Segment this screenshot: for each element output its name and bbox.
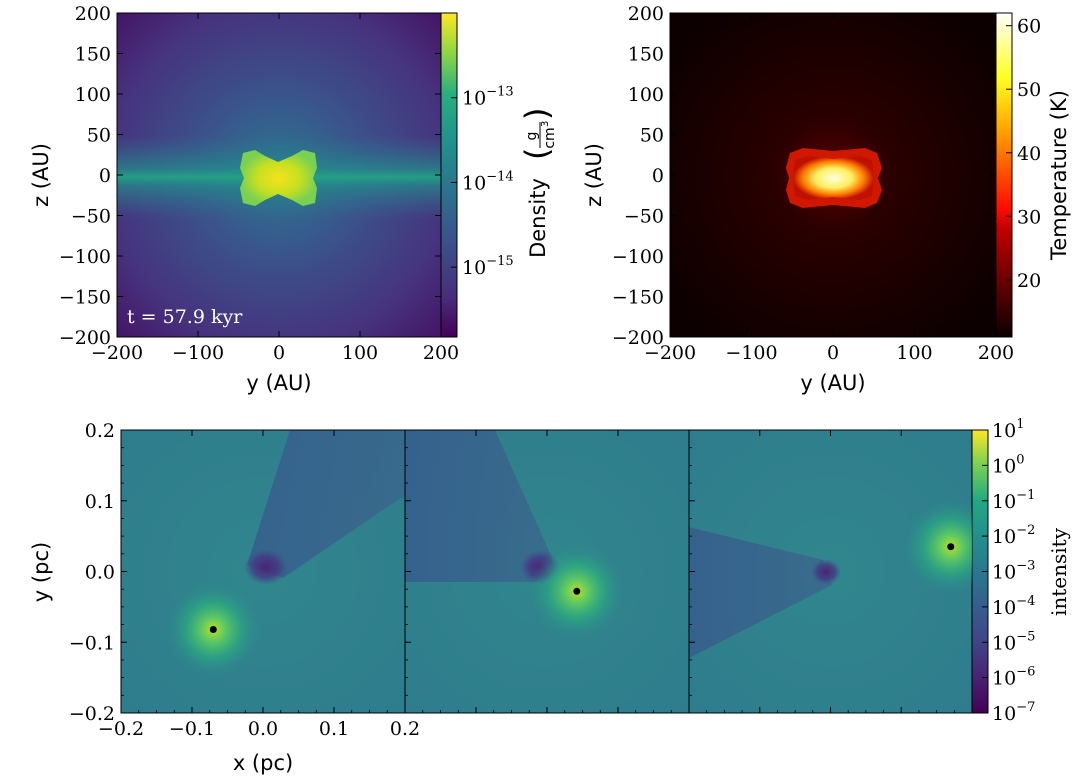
- y-tick-label: 200: [75, 3, 111, 25]
- density-cbar-unit-num: g: [524, 132, 540, 141]
- intensity-cbar-tick-label: 10−2: [992, 523, 1035, 548]
- density-panel: t = 57.9 kyr y (AU) z (AU) Density ( g c…: [29, 12, 558, 395]
- x-tick-label: 200: [978, 342, 1014, 364]
- intensity-ylabel: y (pc): [29, 542, 53, 602]
- source-glow: [902, 498, 972, 595]
- intensity-y-tick-label: 0.0: [85, 562, 115, 584]
- y-tick-label: −100: [612, 246, 664, 268]
- x-tick-label: 0: [827, 342, 839, 364]
- x-tick-label: 0: [273, 342, 285, 364]
- density-ylabel: z (AU): [29, 143, 53, 207]
- temperature-cbar-tick-label: 60: [1017, 16, 1041, 38]
- y-tick-label: −200: [59, 327, 111, 349]
- y-tick-label: −100: [59, 246, 111, 268]
- intensity-cbar-tick-label: 100: [992, 452, 1024, 477]
- y-tick-label: 50: [640, 125, 664, 147]
- intensity-cbar-tick-label: 101: [992, 417, 1024, 442]
- intensity-cbar-tick-label: 10−4: [992, 594, 1035, 619]
- intensity-subplot-1: [121, 430, 405, 713]
- x-tick-label: 100: [896, 342, 932, 364]
- density-cbar-tick-label: 10−13: [462, 85, 514, 110]
- intensity-1-shadow-cone: [247, 430, 405, 578]
- density-cbar-rparen: ): [518, 108, 556, 120]
- intensity-cbar-tick-label: 10−1: [992, 488, 1035, 513]
- intensity-x-tick-label: 0.1: [319, 718, 349, 740]
- density-cbar-title: Density: [526, 178, 550, 258]
- density-core: [240, 150, 317, 206]
- temperature-ylabel: z (AU): [582, 143, 606, 207]
- y-tick-label: 150: [628, 44, 664, 66]
- density-cbar-lparen: (: [518, 148, 556, 160]
- temperature-colorbar: [995, 12, 1013, 338]
- y-tick-label: 100: [75, 84, 111, 106]
- y-tick-label: 0: [99, 165, 111, 187]
- x-tick-label: 100: [342, 342, 378, 364]
- intensity-cbar-tick-label: 10−7: [992, 700, 1035, 725]
- density-cbar-unit-exp: 3: [540, 121, 551, 127]
- y-tick-label: −150: [59, 287, 111, 309]
- intensity-y-tick-label: −0.1: [69, 632, 115, 654]
- density-cbar-unit-den: cm: [542, 127, 558, 148]
- density-xlabel: y (AU): [246, 371, 311, 395]
- intensity-3-dark-core: [811, 559, 841, 585]
- intensity-panels: x (pc) y (pc) intensity: [29, 429, 1071, 775]
- intensity-x-tick-label: 0.2: [390, 718, 420, 740]
- source-glow-group: [902, 498, 972, 595]
- intensity-cbar-tick-label: 10−5: [992, 629, 1035, 654]
- x-tick-label: −200: [644, 342, 696, 364]
- density-annotation: t = 57.9 kyr: [127, 306, 243, 328]
- intensity-y-tick-label: 0.2: [85, 420, 115, 442]
- temperature-panel: y (AU) z (AU) Temperature (K): [582, 12, 1071, 395]
- source-point: [947, 543, 955, 551]
- y-tick-label: 200: [628, 3, 664, 25]
- source-point: [573, 587, 581, 595]
- temperature-cbar-tick-label: 20: [1017, 270, 1041, 292]
- temperature-cbar-tick-label: 50: [1017, 79, 1041, 101]
- intensity-cbar-tick-label: 10−3: [992, 559, 1035, 584]
- y-tick-label: 0: [652, 165, 664, 187]
- x-tick-label: −100: [725, 342, 777, 364]
- intensity-xlabel: x (pc): [233, 751, 293, 775]
- temperature-cbar-tick-label: 30: [1017, 206, 1041, 228]
- intensity-x-tick-label: −0.2: [98, 718, 144, 740]
- density-colorbar-label: Density ( g cm 3 ): [518, 108, 558, 258]
- intensity-2-shadow-cone: [405, 430, 553, 582]
- intensity-3-shadow-cone: [689, 527, 832, 658]
- x-tick-label: −100: [172, 342, 224, 364]
- intensity-1-dark-core: [244, 549, 288, 585]
- y-tick-label: 150: [75, 44, 111, 66]
- intensity-y-tick-label: 0.1: [85, 491, 115, 513]
- intensity-cbar-tick-label: 10−6: [992, 665, 1035, 690]
- density-cbar-tick-label: 10−14: [462, 169, 514, 194]
- temperature-colorbar-label: Temperature (K): [1047, 90, 1071, 261]
- intensity-y-tick-label: −0.2: [69, 703, 115, 725]
- tick-layer: −200 −100 0 100 200200150100500−50−100−150−2…: [59, 3, 1041, 740]
- intensity-x-tick-label: −0.1: [169, 718, 215, 740]
- intensity-x-tick-label: 0.0: [248, 718, 278, 740]
- temperature-xlabel: y (AU): [800, 371, 865, 395]
- x-tick-label: 200: [423, 342, 459, 364]
- density-colorbar: [440, 12, 458, 338]
- y-tick-label: 100: [628, 84, 664, 106]
- y-tick-label: −50: [624, 206, 664, 228]
- temperature-cbar-tick-label: 40: [1017, 143, 1041, 165]
- y-tick-label: −50: [71, 206, 111, 228]
- intensity-colorbar-label: intensity: [1047, 527, 1071, 616]
- density-cbar-tick-label: 10−15: [462, 254, 514, 279]
- source-point: [209, 626, 217, 634]
- x-tick-label: −200: [91, 342, 143, 364]
- y-tick-label: −200: [612, 327, 664, 349]
- marker-layer: [165, 498, 972, 678]
- temperature-core: [793, 156, 874, 200]
- y-tick-label: 50: [87, 125, 111, 147]
- y-tick-label: −150: [612, 287, 664, 309]
